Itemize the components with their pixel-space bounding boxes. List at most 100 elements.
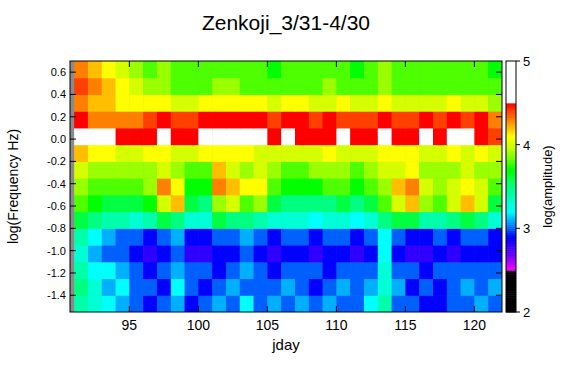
cell — [267, 279, 281, 296]
y-tick-label: -0.6 — [47, 200, 66, 212]
cell — [392, 295, 406, 312]
cell — [433, 178, 447, 195]
cell — [461, 245, 475, 262]
x-tick-label: 95 — [122, 317, 138, 333]
cell — [102, 78, 116, 95]
cell — [309, 128, 323, 145]
cell — [171, 178, 185, 195]
cell — [185, 94, 199, 111]
cell — [309, 262, 323, 279]
cell — [157, 94, 171, 111]
cell — [295, 245, 309, 262]
cell — [267, 128, 281, 145]
cell — [74, 145, 88, 162]
cell — [240, 195, 254, 212]
cell — [129, 262, 143, 279]
cell — [281, 145, 295, 162]
cell — [240, 78, 254, 95]
cell — [350, 61, 364, 78]
cell — [378, 78, 392, 95]
cell — [433, 161, 447, 178]
y-tick — [496, 94, 502, 95]
cell — [433, 295, 447, 312]
x-tick — [474, 61, 475, 67]
cell — [447, 145, 461, 162]
cell — [171, 262, 185, 279]
cell — [405, 94, 419, 111]
cell — [336, 178, 350, 195]
cell — [447, 128, 461, 145]
cell — [212, 61, 226, 78]
cell — [143, 161, 157, 178]
cell — [157, 111, 171, 128]
cell — [157, 78, 171, 95]
cell — [350, 245, 364, 262]
cell — [392, 228, 406, 245]
cell — [295, 228, 309, 245]
colorbar-tick-label: 2 — [523, 305, 530, 320]
cell — [461, 94, 475, 111]
cell — [419, 78, 433, 95]
cell — [461, 61, 475, 78]
cell — [488, 128, 502, 145]
cell — [198, 61, 212, 78]
cell — [116, 262, 130, 279]
cell — [267, 178, 281, 195]
cell — [143, 279, 157, 296]
cell — [143, 94, 157, 111]
cell — [198, 161, 212, 178]
cell — [129, 78, 143, 95]
y-tick — [496, 272, 502, 273]
frame — [70, 61, 502, 312]
cell — [488, 78, 502, 95]
cell — [240, 295, 254, 312]
cell — [254, 94, 268, 111]
cell — [323, 94, 337, 111]
cell — [350, 212, 364, 229]
cell — [226, 61, 240, 78]
cell — [378, 145, 392, 162]
cell — [116, 161, 130, 178]
cell — [116, 228, 130, 245]
cell — [295, 111, 309, 128]
cell — [378, 228, 392, 245]
cell — [309, 78, 323, 95]
cell — [226, 195, 240, 212]
cell — [198, 279, 212, 296]
cell — [254, 212, 268, 229]
cell — [419, 279, 433, 296]
y-tick — [496, 72, 502, 73]
cell — [88, 145, 102, 162]
cell — [171, 295, 185, 312]
y-tick — [70, 116, 76, 117]
cell — [295, 78, 309, 95]
cell — [185, 128, 199, 145]
cell — [309, 195, 323, 212]
cell — [392, 262, 406, 279]
cell — [171, 94, 185, 111]
cell — [198, 111, 212, 128]
cell — [129, 61, 143, 78]
cell — [295, 212, 309, 229]
cell — [309, 245, 323, 262]
cell — [88, 78, 102, 95]
cell — [254, 279, 268, 296]
cell — [474, 262, 488, 279]
cell — [350, 78, 364, 95]
cell — [474, 279, 488, 296]
cell — [364, 279, 378, 296]
cell — [171, 145, 185, 162]
cell — [323, 212, 337, 229]
cell — [74, 212, 88, 229]
cell — [212, 94, 226, 111]
x-tick-label: 115 — [394, 317, 417, 333]
cell — [447, 262, 461, 279]
cell — [240, 161, 254, 178]
cell — [281, 262, 295, 279]
cell — [116, 195, 130, 212]
cell — [267, 111, 281, 128]
cell — [405, 245, 419, 262]
cell — [474, 111, 488, 128]
cell — [461, 161, 475, 178]
cell — [74, 279, 88, 296]
